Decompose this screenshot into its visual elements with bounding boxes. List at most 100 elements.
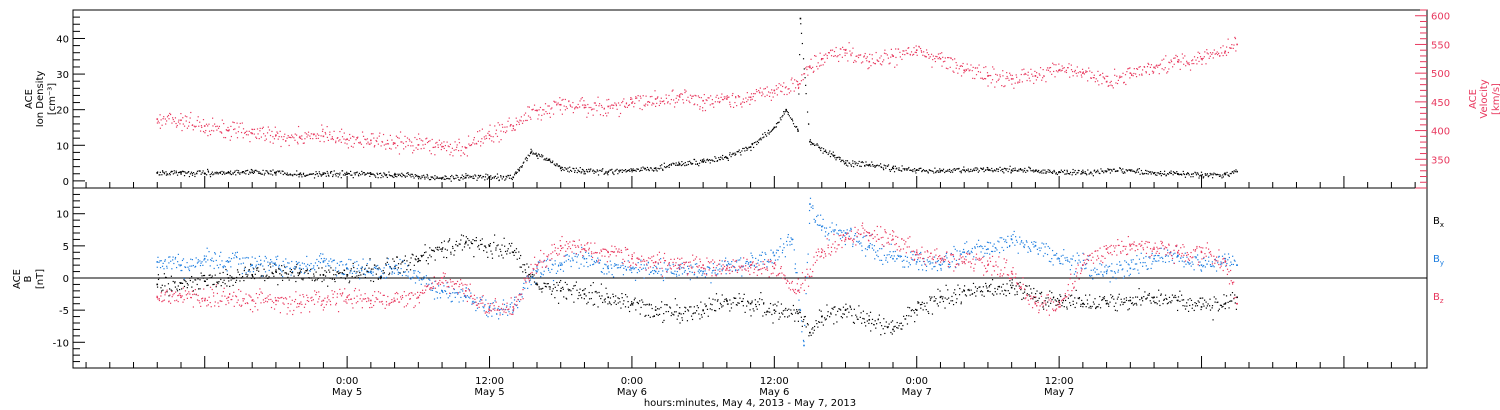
density-mark-sample: [175, 170, 177, 172]
velocity-mark-sample: [923, 51, 925, 53]
density-mark-sample: [767, 132, 769, 134]
by-mark-sample: [677, 264, 679, 266]
bx-mark-sample: [955, 301, 957, 304]
by-mark-sample: [473, 302, 475, 304]
bx-mark-sample: [311, 279, 313, 281]
bx-mark-sample: [720, 304, 722, 306]
by-mark-sample: [959, 253, 962, 255]
bx-mark-sample: [186, 282, 188, 285]
bx-mark-sample: [531, 273, 533, 276]
density-mark-sample: [967, 169, 969, 172]
density-mark-sample: [822, 152, 824, 154]
density-mark-sample: [163, 171, 165, 174]
density-mark-sample: [418, 176, 420, 178]
bx-mark-sample: [353, 266, 355, 269]
bx-mark-sample: [1080, 303, 1082, 306]
bx-mark-sample: [410, 257, 412, 259]
by-mark-sample: [468, 296, 470, 298]
density-mark-sample: [455, 174, 457, 176]
velocity-mark-sample: [504, 131, 507, 134]
velocity-mark-sample: [405, 146, 407, 148]
density-mark-sample: [386, 176, 388, 179]
by-mark-sample: [436, 297, 439, 299]
density-mark-sample: [441, 178, 443, 180]
bx-mark-sample: [985, 285, 987, 287]
velocity-mark-sample: [563, 105, 565, 107]
velocity-mark-sample: [1185, 65, 1187, 67]
density-mark-sample: [839, 158, 841, 160]
bx-mark-sample: [723, 300, 725, 303]
velocity-mark-sample: [625, 102, 628, 104]
density-mark-sample: [942, 170, 944, 172]
velocity-mark-sample: [464, 146, 466, 148]
bx-mark-sample: [287, 273, 290, 275]
density-mark-sample: [629, 170, 631, 173]
density-mark-sample: [937, 170, 939, 172]
by-mark-sample: [641, 268, 643, 270]
velocity-mark-sample: [199, 130, 202, 132]
by-mark-sample: [745, 262, 747, 264]
by-mark-sample: [954, 248, 956, 250]
density-mark-sample: [739, 151, 741, 154]
density-mark-sample: [737, 150, 739, 153]
velocity-mark-sample: [1227, 38, 1229, 40]
velocity-mark-sample: [748, 96, 750, 98]
velocity-mark-sample: [422, 140, 424, 142]
density-mark-sample: [729, 152, 731, 154]
velocity-mark-sample: [237, 131, 239, 133]
velocity-mark-sample: [1072, 70, 1074, 73]
bx-mark-sample: [1014, 288, 1016, 290]
density-mark-sample: [1095, 170, 1097, 173]
density-mark-sample: [316, 173, 319, 175]
density-mark-sample: [397, 174, 400, 176]
bx-mark-sample: [1199, 297, 1201, 299]
density-mark-sample: [678, 161, 680, 163]
by-mark-sample: [733, 266, 735, 268]
by-mark-sample: [554, 260, 556, 262]
density-mark-sample: [412, 175, 414, 177]
bx-mark-sample: [944, 307, 946, 309]
by-mark-sample: [183, 278, 185, 280]
density-mark-sample: [649, 167, 652, 169]
by-mark-sample: [941, 258, 944, 260]
density-mark-sample: [1085, 173, 1087, 175]
by-mark-sample: [696, 276, 698, 278]
by-mark-sample: [354, 261, 356, 263]
by-mark-sample: [600, 270, 602, 273]
density-mark-sample: [199, 170, 201, 172]
bx-mark-sample: [291, 272, 293, 274]
velocity-mark-sample: [284, 133, 286, 135]
by-mark-sample: [295, 261, 297, 263]
velocity-mark-sample: [984, 77, 986, 80]
density-mark-sample: [453, 178, 455, 180]
bx-mark-sample: [1147, 294, 1149, 296]
by-mark-sample: [331, 261, 333, 263]
velocity-mark-sample: [539, 106, 542, 109]
density-mark-sample: [751, 143, 753, 145]
bx-mark-sample: [655, 306, 657, 308]
velocity-mark-sample: [702, 110, 704, 112]
bx-mark-sample: [796, 310, 798, 312]
by-mark-sample: [278, 266, 280, 268]
density-mark-sample: [968, 171, 970, 173]
by-mark-sample: [290, 274, 292, 276]
by-mark-sample: [858, 240, 860, 242]
by-mark-sample: [725, 257, 727, 259]
bx-mark-sample: [959, 287, 961, 290]
velocity-mark-sample: [331, 136, 333, 138]
density-mark-sample: [364, 174, 366, 176]
density-mark-sample: [960, 172, 962, 174]
by-mark-sample: [915, 263, 917, 265]
bx-mark-sample: [593, 303, 596, 305]
density-mark-sample: [1028, 166, 1030, 168]
bx-mark-sample: [1189, 297, 1191, 300]
velocity-mark-sample: [843, 48, 845, 51]
by-mark-sample: [358, 270, 360, 272]
density-mark-sample: [210, 173, 213, 175]
density-mark-sample: [569, 166, 571, 168]
density-mark-sample: [752, 146, 755, 149]
density-mark-sample: [698, 165, 700, 167]
density-mark-sample: [184, 171, 186, 173]
velocity-mark-sample: [824, 61, 826, 63]
by-mark-sample: [757, 259, 759, 261]
